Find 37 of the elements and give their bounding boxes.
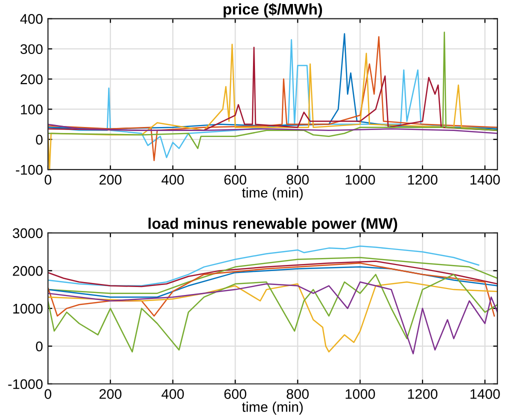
y-tick-label: -1000 — [8, 379, 43, 390]
x-tick-label: 0 — [44, 174, 52, 185]
x-tick-label: 800 — [286, 174, 309, 185]
x-tick-label: 800 — [286, 389, 309, 399]
y-tick-label: -100 — [16, 164, 43, 175]
y-tick-label: 300 — [20, 44, 43, 54]
x-tick-label: 0 — [44, 389, 52, 399]
x-tick-label: 1200 — [408, 389, 438, 399]
y-tick-label: 3000 — [12, 228, 43, 238]
x-tick-label: 600 — [224, 389, 246, 399]
x-tick-label: 600 — [224, 174, 246, 185]
line-series — [48, 256, 498, 294]
x-tick-label: 200 — [100, 389, 122, 399]
y-tick-label: 400 — [20, 14, 43, 24]
y-tick-label: 100 — [21, 104, 43, 114]
line-series — [48, 246, 480, 286]
line-series — [48, 260, 498, 288]
x-tick-label: 1400 — [470, 174, 500, 185]
line-series — [48, 124, 498, 134]
y-tick-label: 200 — [20, 74, 43, 84]
x-tick-label: 1000 — [346, 174, 375, 185]
x-tick-label: 1000 — [346, 389, 375, 399]
line-series — [48, 262, 495, 317]
x-tick-label: 1400 — [470, 389, 500, 399]
line-series — [48, 266, 498, 298]
x-tick-label: 1200 — [408, 174, 438, 185]
x-tick-label: 200 — [100, 174, 122, 185]
x-tick-label: 400 — [162, 174, 184, 185]
chart-title: price ($/MWh) — [224, 3, 322, 18]
y-tick-label: 0 — [36, 341, 43, 352]
chart-title: load minus renewable power (MW) — [148, 218, 398, 232]
x-axis-title: time (min) — [242, 187, 303, 200]
y-tick-label: 2000 — [12, 266, 43, 276]
y-tick-label: 1000 — [13, 304, 43, 314]
y-tick-label: 0 — [36, 134, 43, 145]
x-axis-title: time (min) — [242, 402, 303, 415]
x-tick-label: 400 — [162, 389, 184, 399]
